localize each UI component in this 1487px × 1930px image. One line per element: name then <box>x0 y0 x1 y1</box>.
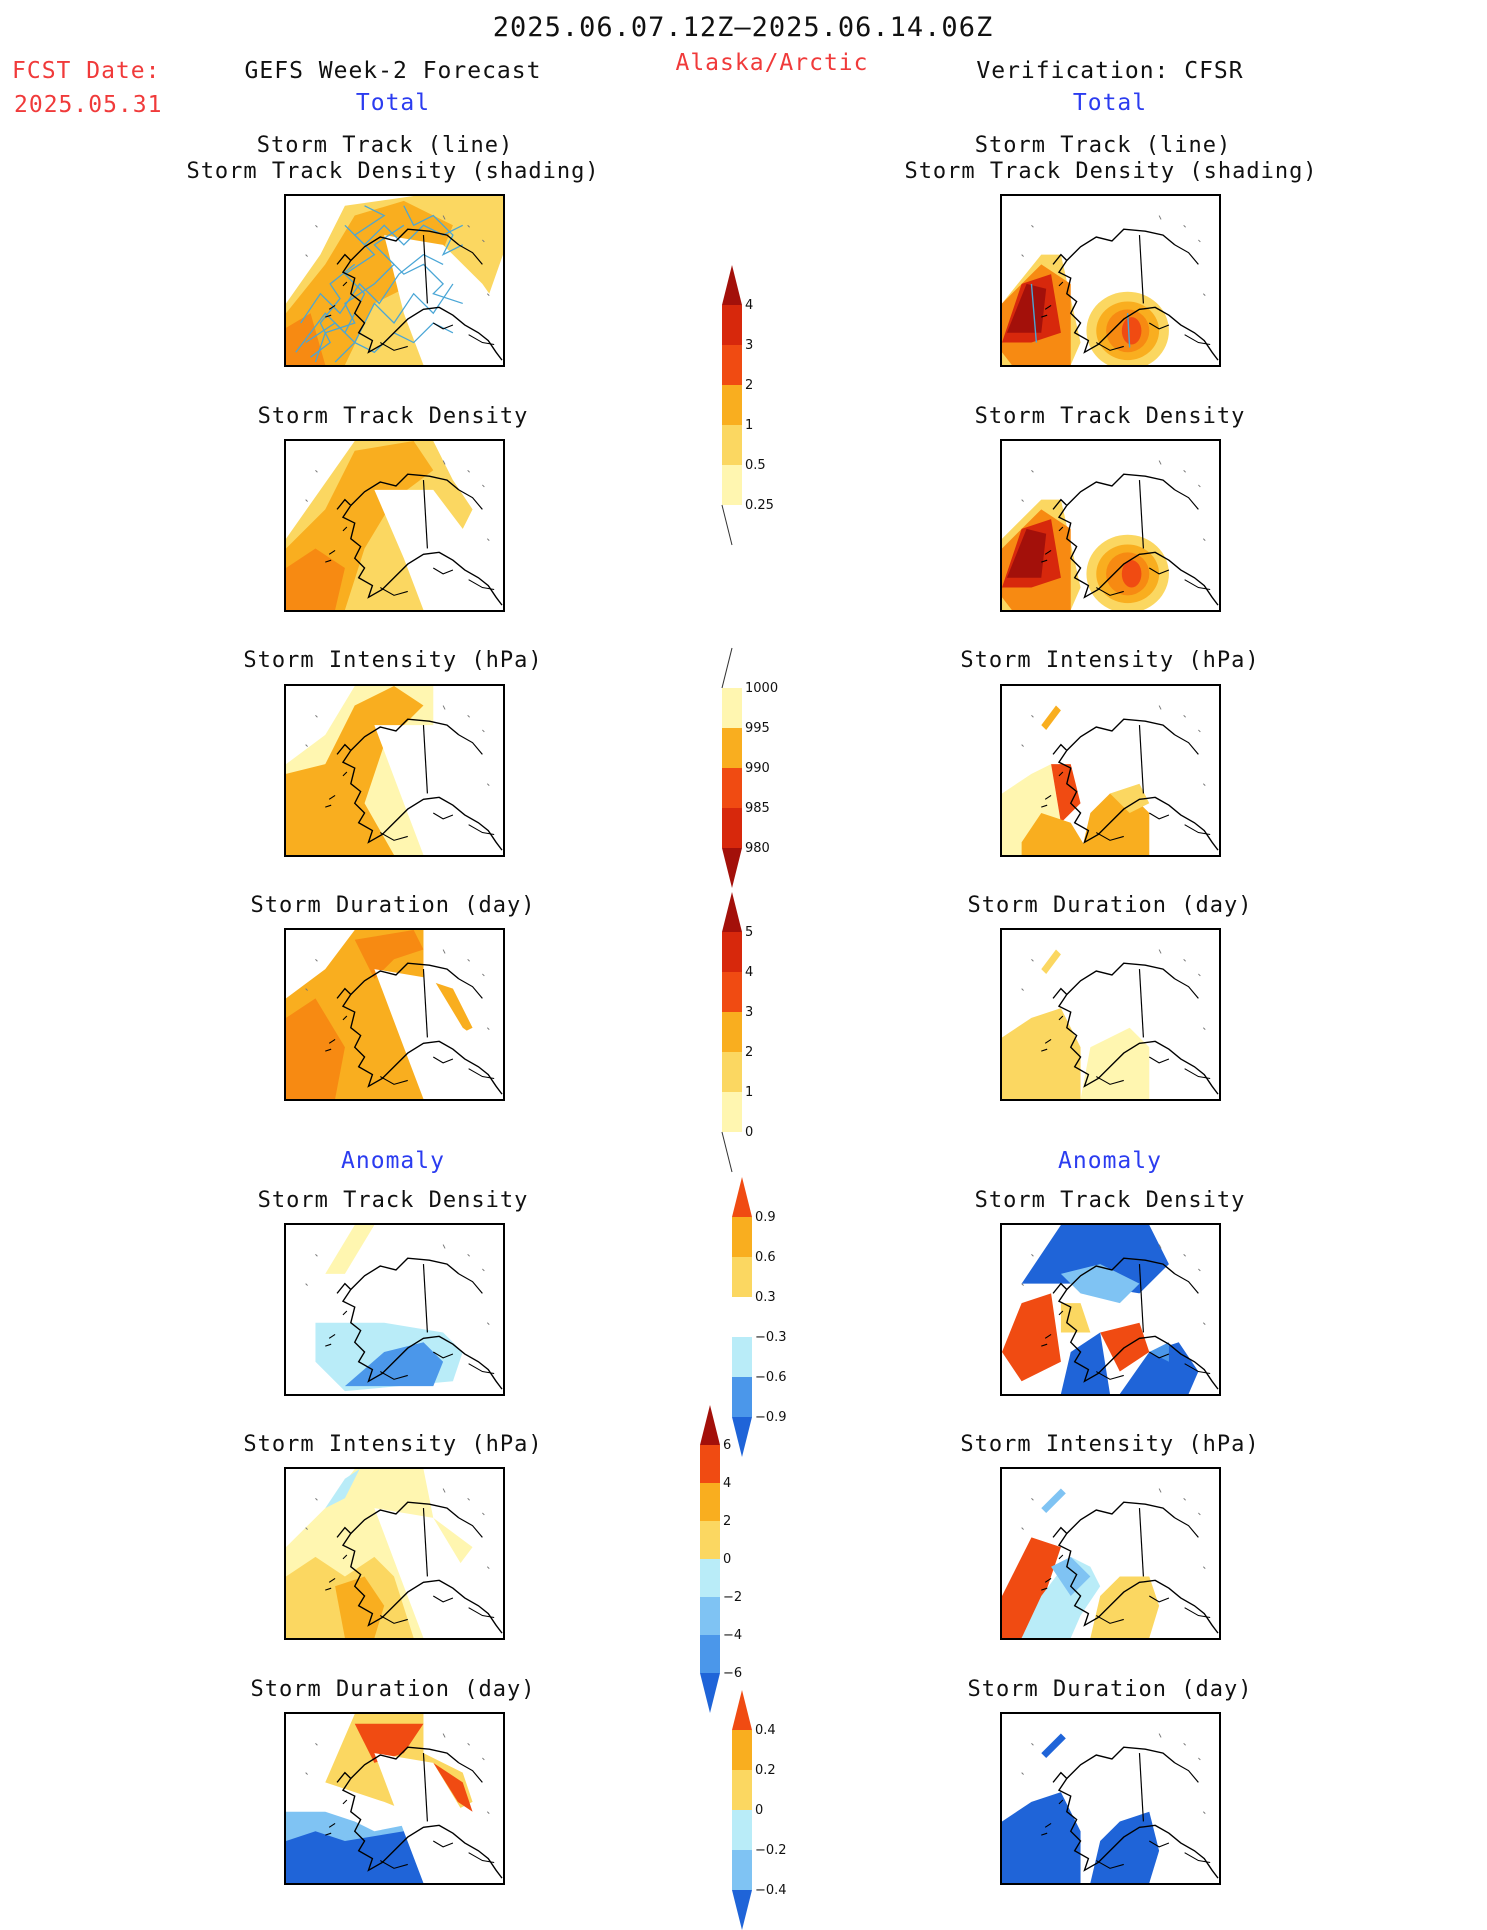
tick-label: 4 <box>745 298 753 313</box>
tick-label: 0 <box>745 1125 753 1140</box>
tick-label: 2 <box>745 378 753 393</box>
map-verification-intensity <box>1000 684 1221 857</box>
map-forecast-anom-intensity <box>284 1467 505 1640</box>
map-verification-track-line <box>1000 194 1221 367</box>
map-verification-duration <box>1000 928 1221 1101</box>
tick-label: 2 <box>723 1514 731 1529</box>
tick-label: 3 <box>745 1005 753 1020</box>
total-label-left: Total <box>355 90 431 116</box>
fcst-date-value: 2025.05.31 <box>14 92 163 118</box>
panel-title-track-shading-right: Storm Track Density (shading) <box>904 159 1318 184</box>
colorbar-intensity-total: 1000 995 990 985 980 <box>721 647 782 888</box>
panel-title-anom-duration-left: Storm Duration (day) <box>250 1677 536 1702</box>
tick-label: 0 <box>755 1803 763 1818</box>
anomaly-label-right: Anomaly <box>1058 1148 1162 1174</box>
map-forecast-track-density <box>284 439 505 612</box>
tick-label: 0.6 <box>755 1250 776 1265</box>
colorbar-duration-total: 5 4 3 2 1 0 <box>721 892 782 1173</box>
panel-title-track-line-right: Storm Track (line) <box>974 133 1232 158</box>
tick-label: 0.4 <box>755 1723 776 1738</box>
colorbar-intensity-anomaly: 6 4 2 0 −2 −4 −6 <box>700 1405 760 1725</box>
tick-label: −0.4 <box>755 1883 787 1898</box>
tick-label: 990 <box>745 761 770 776</box>
tick-label: 985 <box>745 801 770 816</box>
tick-label: 995 <box>745 721 770 736</box>
tick-label: 0.5 <box>745 458 766 473</box>
tick-label: 980 <box>745 841 770 856</box>
panel-title-anom-track-density-left: Storm Track Density <box>257 1188 529 1213</box>
tick-label: −0.6 <box>755 1370 787 1385</box>
panel-title-anom-duration-right: Storm Duration (day) <box>967 1677 1253 1702</box>
map-forecast-intensity <box>284 684 505 857</box>
tick-label: 0.25 <box>745 498 774 513</box>
fcst-date-label: FCST Date: <box>12 58 161 84</box>
anomaly-label-left: Anomaly <box>341 1148 445 1174</box>
panel-title-duration-left: Storm Duration (day) <box>250 893 536 918</box>
tick-label: 6 <box>723 1438 731 1453</box>
panel-title-track-density-left: Storm Track Density <box>257 404 529 429</box>
map-verification-track-density <box>1000 439 1221 612</box>
panel-title-track-line-left: Storm Track (line) <box>256 133 514 158</box>
tick-label: 0.9 <box>755 1210 776 1225</box>
tick-label: 1000 <box>745 681 778 696</box>
tick-label: 1 <box>745 418 753 433</box>
tick-label: 1 <box>745 1085 753 1100</box>
map-forecast-duration <box>284 928 505 1101</box>
panel-title-anom-track-density-right: Storm Track Density <box>974 1188 1246 1213</box>
colorbar-track-density-anomaly: 0.9 0.6 0.3 −0.3 −0.6 −0.9 <box>732 1177 792 1457</box>
panel-title-anom-intensity-right: Storm Intensity (hPa) <box>960 1432 1260 1457</box>
map-verification-anom-track-density <box>1000 1223 1221 1396</box>
map-verification-anom-duration <box>1000 1712 1221 1885</box>
tick-label: −4 <box>723 1628 742 1643</box>
tick-label: 3 <box>745 338 753 353</box>
region-label: Alaska/Arctic <box>675 50 869 76</box>
panel-title-track-shading-left: Storm Track Density (shading) <box>186 159 600 184</box>
tick-label: 4 <box>723 1476 731 1491</box>
tick-label: −2 <box>723 1590 742 1605</box>
map-forecast-anom-track-density <box>284 1223 505 1396</box>
panel-title-intensity-left: Storm Intensity (hPa) <box>243 648 543 673</box>
map-forecast-track-line <box>284 194 505 367</box>
colorbar-duration-anomaly: 0.4 0.2 0 −0.2 −0.4 <box>732 1690 792 1930</box>
panel-title-duration-right: Storm Duration (day) <box>967 893 1253 918</box>
tick-label: −0.2 <box>755 1843 787 1858</box>
tick-label: 5 <box>745 925 753 940</box>
right-column-title: Verification: CFSR <box>976 58 1244 84</box>
left-column-title: GEFS Week-2 Forecast <box>244 58 542 84</box>
colorbar-track-density-total: 4 3 2 1 0.5 0.25 <box>721 265 782 546</box>
tick-label: 0.3 <box>755 1290 776 1305</box>
panel-title-intensity-right: Storm Intensity (hPa) <box>960 648 1260 673</box>
total-label-right: Total <box>1072 90 1148 116</box>
tick-label: −0.3 <box>755 1330 787 1345</box>
panel-title-track-density-right: Storm Track Density <box>974 404 1246 429</box>
panel-title-anom-intensity-left: Storm Intensity (hPa) <box>243 1432 543 1457</box>
tick-label: 0.2 <box>755 1763 776 1778</box>
tick-label: 2 <box>745 1045 753 1060</box>
map-forecast-anom-duration <box>284 1712 505 1885</box>
tick-label: −6 <box>723 1666 742 1681</box>
tick-label: 4 <box>745 965 753 980</box>
date-range-title: 2025.06.07.12Z–2025.06.14.06Z <box>492 12 994 43</box>
tick-label: 0 <box>723 1552 731 1567</box>
tick-label: −0.9 <box>755 1410 787 1425</box>
map-verification-anom-intensity <box>1000 1467 1221 1640</box>
